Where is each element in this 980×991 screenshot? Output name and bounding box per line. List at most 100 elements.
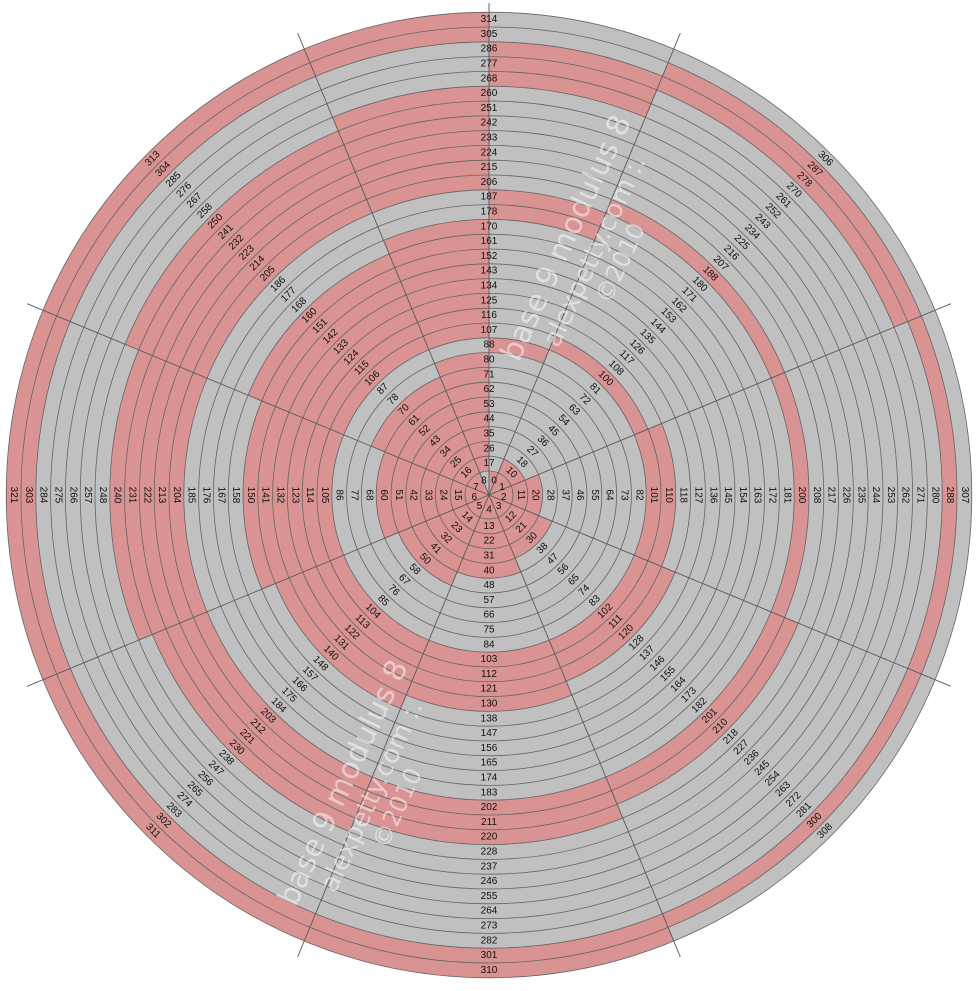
number-label: 107 bbox=[481, 325, 498, 336]
ring-cell bbox=[309, 27, 489, 77]
ring-cell bbox=[326, 872, 652, 919]
ring-cell bbox=[97, 103, 333, 339]
ring-cell bbox=[439, 509, 475, 545]
ring-cell bbox=[503, 509, 539, 545]
sector-ray bbox=[488, 32, 681, 496]
center-label: 4 bbox=[486, 505, 492, 516]
number-label: 165 bbox=[481, 758, 498, 769]
ring-cell bbox=[489, 441, 510, 460]
ring-cell bbox=[124, 130, 344, 350]
ring-cell bbox=[371, 538, 446, 613]
ring-cell bbox=[537, 363, 621, 447]
number-label: 80 bbox=[483, 355, 495, 366]
center-label: 6 bbox=[471, 492, 477, 503]
ring-cell bbox=[757, 378, 795, 612]
number-label: 260 bbox=[481, 88, 498, 99]
number-label: 170 bbox=[481, 221, 498, 232]
number-label: 143 bbox=[481, 266, 498, 277]
ring-cell bbox=[111, 645, 339, 873]
ring-cell bbox=[639, 117, 867, 345]
ring-cell bbox=[97, 651, 333, 887]
ring-cell bbox=[360, 790, 618, 830]
ring-cell bbox=[489, 101, 640, 145]
ring-cell bbox=[634, 130, 854, 350]
center-label: 5 bbox=[477, 501, 483, 512]
ring-cell bbox=[316, 322, 424, 430]
number-label: 255 bbox=[481, 891, 498, 902]
number-label: 286 bbox=[481, 44, 498, 55]
ring-cell bbox=[489, 234, 589, 268]
ring-cell bbox=[688, 406, 721, 584]
ring-cell bbox=[355, 145, 489, 186]
ring-cell bbox=[617, 623, 812, 818]
ring-cell bbox=[425, 431, 469, 475]
number-label: 110 bbox=[663, 487, 674, 503]
number-label: 288 bbox=[944, 487, 955, 504]
ring-cell bbox=[511, 480, 528, 510]
ring-cell bbox=[394, 249, 489, 282]
ring-cell bbox=[489, 263, 578, 296]
ring-cell bbox=[321, 886, 657, 934]
number-label: 301 bbox=[481, 950, 498, 961]
ring-cell bbox=[35, 321, 84, 669]
ring-cell bbox=[729, 389, 765, 601]
number-label: 185 bbox=[186, 487, 197, 504]
sector-ray bbox=[488, 303, 952, 496]
number-label: 242 bbox=[481, 118, 498, 129]
sector-ray bbox=[488, 494, 681, 958]
number-label: 116 bbox=[481, 310, 497, 321]
ring-cell bbox=[412, 418, 463, 469]
number-label: 161 bbox=[481, 236, 498, 247]
number-label: 46 bbox=[574, 489, 585, 501]
ring-cell bbox=[702, 400, 736, 590]
ring-cell bbox=[275, 281, 407, 413]
ring-cell bbox=[289, 572, 412, 695]
number-label: 176 bbox=[201, 487, 212, 504]
ring-cell bbox=[304, 12, 489, 63]
ring-cell bbox=[338, 101, 489, 145]
number-label: 22 bbox=[483, 536, 495, 547]
number-label: 48 bbox=[483, 580, 495, 591]
ring-cell bbox=[462, 544, 516, 564]
number-label: 208 bbox=[811, 487, 822, 504]
ring-cell bbox=[489, 249, 584, 282]
number-label: 244 bbox=[870, 487, 881, 504]
ring-cell bbox=[257, 406, 290, 584]
ring-cell bbox=[565, 457, 588, 533]
number-label: 231 bbox=[127, 487, 138, 504]
ring-cell bbox=[331, 434, 358, 556]
ring-cell bbox=[468, 441, 489, 460]
ring-cell bbox=[80, 338, 125, 652]
number-label: 147 bbox=[481, 728, 498, 739]
ring-cell bbox=[330, 336, 429, 435]
ring-cell bbox=[770, 372, 810, 618]
ring-cell bbox=[248, 254, 395, 401]
ring-cell bbox=[605, 199, 785, 379]
ring-cell bbox=[634, 640, 854, 860]
number-label: 215 bbox=[481, 162, 498, 173]
ring-cell bbox=[152, 628, 356, 832]
ring-cell bbox=[420, 468, 440, 522]
ring-cell bbox=[611, 185, 799, 373]
ring-cell bbox=[316, 560, 424, 668]
ring-cell bbox=[372, 763, 606, 801]
ring-cell bbox=[593, 446, 617, 544]
ring-cell bbox=[907, 315, 957, 675]
ring-cell bbox=[50, 327, 98, 663]
ring-cell bbox=[275, 577, 407, 709]
ring-cell bbox=[302, 308, 418, 424]
ring-cell bbox=[440, 599, 538, 623]
sector-ray bbox=[297, 494, 490, 958]
number-label: 275 bbox=[53, 487, 64, 504]
number-label: 310 bbox=[481, 965, 498, 976]
number-label: 15 bbox=[452, 489, 463, 501]
ring-cell bbox=[489, 278, 572, 309]
ring-cell bbox=[489, 71, 652, 118]
ring-cell bbox=[894, 321, 943, 669]
ring-cell bbox=[193, 611, 373, 791]
ring-cell bbox=[111, 117, 339, 345]
number-label: 211 bbox=[481, 817, 497, 828]
ring-cell bbox=[289, 295, 412, 418]
center-cell bbox=[489, 472, 512, 495]
number-label: 51 bbox=[393, 489, 404, 501]
